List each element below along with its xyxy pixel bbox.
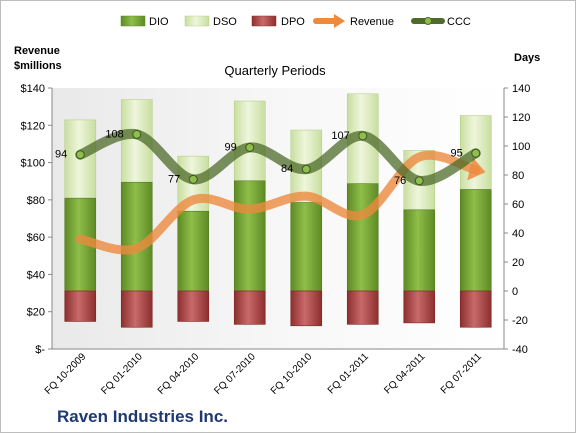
ccc-data-label: 99: [225, 141, 237, 153]
legend-swatch-dpo: [251, 15, 277, 27]
ccc-data-label: 84: [281, 163, 293, 175]
bar-dio: [233, 180, 266, 292]
right-tick-label: 120: [512, 112, 530, 124]
ccc-data-label: 94: [55, 149, 67, 161]
legend-label-revenue: Revenue: [350, 16, 394, 28]
right-axis-ticks: -40 -20 0 20 40 60 80 100 120 140: [504, 83, 530, 356]
legend-label-ccc: CCC: [447, 16, 471, 28]
right-tick-label: 40: [512, 228, 524, 240]
left-tick-label: $40: [27, 269, 45, 281]
left-tick-label: $80: [27, 195, 45, 207]
left-tick-label: $120: [21, 120, 45, 132]
ccc-point: [414, 176, 424, 186]
ccc-point: [358, 131, 368, 141]
ccc-line: [75, 128, 481, 186]
legend-label-dpo: DPO: [281, 16, 305, 28]
right-tick-label: -40: [512, 344, 528, 356]
bar-dpo: [233, 290, 266, 325]
lines: 94 108 77 99 84 107 76 95: [55, 128, 486, 255]
plot-area: [52, 88, 504, 349]
bar-dpo: [459, 290, 492, 328]
right-tick-label: 60: [512, 199, 524, 211]
left-axis-title-line1: Revenue: [14, 45, 60, 57]
revenue-arrowhead: [467, 156, 486, 181]
ccc-point: [245, 142, 255, 152]
right-tick-label: 100: [512, 141, 530, 153]
right-tick-label: 20: [512, 257, 524, 269]
right-tick-label: 0: [512, 286, 518, 298]
bar-dpo: [290, 290, 323, 327]
bar-dio: [290, 202, 323, 292]
bar-dio: [346, 183, 379, 292]
bar-dpo: [64, 290, 97, 322]
ccc-data-label: 76: [394, 175, 406, 187]
ccc-data-label: 107: [331, 130, 349, 142]
left-axis-title-line2: $millions: [14, 60, 62, 72]
company-name: Raven Industries Inc.: [57, 407, 228, 426]
bar-dio: [403, 209, 436, 292]
left-tick-label: $20: [27, 307, 45, 319]
legend: DIO DSO DPO Revenue CCC: [120, 14, 471, 28]
bar-dpo: [403, 290, 436, 324]
right-tick-label: 140: [512, 83, 530, 95]
left-tick-label: $-: [35, 344, 45, 356]
bar-dpo: [346, 290, 379, 325]
ccc-point: [471, 148, 481, 158]
ccc-data-label: 77: [168, 173, 180, 185]
legend-swatch-dio: [120, 15, 146, 27]
left-axis-ticks: $- $20 $40 $60 $80 $100 $120 $140: [21, 83, 52, 356]
ccc-point: [301, 164, 311, 174]
ccc-point: [132, 129, 142, 139]
ccc-point: [75, 150, 85, 160]
legend-swatch-dso: [184, 15, 210, 27]
left-tick-label: $60: [27, 232, 45, 244]
left-tick-label: $140: [21, 83, 45, 95]
right-tick-label: -20: [512, 315, 528, 327]
ccc-data-label: 95: [451, 147, 463, 159]
ccc-point: [188, 174, 198, 184]
revenue-line: [75, 150, 481, 255]
legend-label-dso: DSO: [213, 16, 237, 28]
legend-swatch-ccc: [411, 17, 445, 25]
bar-dio: [459, 189, 492, 292]
chart-title: Quarterly Periods: [224, 63, 326, 78]
bar-dpo: [177, 290, 210, 322]
bar-dio: [177, 210, 210, 292]
right-axis-title: Days: [514, 52, 540, 64]
ccc-data-label: 108: [105, 128, 123, 140]
bar-dso: [233, 100, 266, 182]
legend-swatch-revenue: [313, 14, 345, 28]
bar-dpo: [120, 290, 153, 328]
left-tick-label: $100: [21, 158, 45, 170]
right-tick-label: 80: [512, 170, 524, 182]
legend-label-dio: DIO: [149, 16, 169, 28]
